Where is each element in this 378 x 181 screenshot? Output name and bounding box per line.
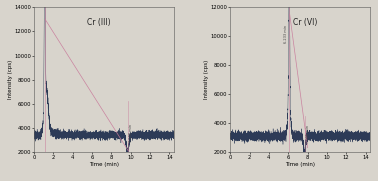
Text: 7.005 min: 7.005 min <box>306 125 310 143</box>
Y-axis label: Intensity (cps): Intensity (cps) <box>8 60 12 99</box>
Y-axis label: Intensity (cps): Intensity (cps) <box>204 60 209 99</box>
Text: 9.508 min: 9.508 min <box>129 124 133 142</box>
Text: 6.233 min: 6.233 min <box>284 26 288 43</box>
X-axis label: Time (min): Time (min) <box>285 162 315 167</box>
Text: Cr (VI): Cr (VI) <box>293 18 318 27</box>
Text: Cr (III): Cr (III) <box>87 18 111 27</box>
X-axis label: Time (min): Time (min) <box>89 162 119 167</box>
